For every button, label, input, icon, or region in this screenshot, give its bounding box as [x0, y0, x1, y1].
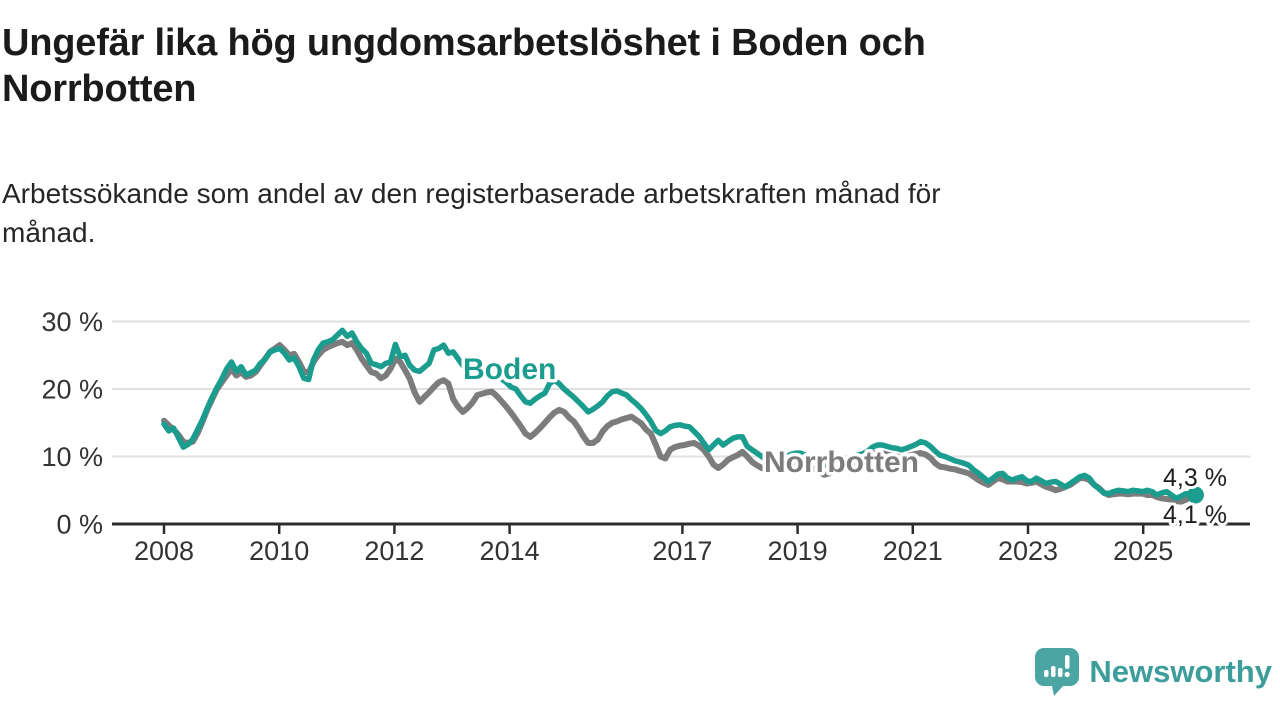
y-tick-label: 0 %: [56, 510, 103, 540]
x-tick-label: 2023: [998, 536, 1058, 566]
x-tick-label: 2010: [249, 536, 309, 566]
x-tick-label: 2012: [364, 536, 424, 566]
x-tick-label: 2008: [134, 536, 194, 566]
x-tick-label: 2017: [652, 536, 712, 566]
series-line-norrbotten: [161, 338, 1199, 505]
y-tick-label: 10 %: [41, 442, 103, 472]
series-line-boden: [161, 327, 1199, 502]
x-tick-label: 2025: [1113, 536, 1173, 566]
chart-title: Ungefär lika hög ungdomsarbetslöshet i B…: [2, 22, 926, 111]
series-label-boden: Boden: [463, 353, 556, 386]
x-tick-label: 2021: [883, 536, 943, 566]
x-tick-label: 2014: [480, 536, 540, 566]
end-value-label-norrbotten: 4,1 %: [1163, 501, 1227, 529]
newsworthy-speech-bubble-chart-icon: [1035, 648, 1080, 696]
series-end-dot-boden: [1186, 486, 1204, 504]
y-tick-label: 20 %: [41, 375, 103, 405]
y-tick-label: 30 %: [41, 307, 103, 337]
chart-subtitle: Arbetssökande som andel av den registerb…: [2, 178, 941, 249]
end-value-label-boden: 4,3 %: [1163, 464, 1227, 492]
x-tick-label: 2019: [768, 536, 828, 566]
series-label-norrbotten: Norrbotten: [764, 446, 919, 479]
newsworthy-wordmark: Newsworthy: [1089, 654, 1272, 689]
line-chart: Norrbotten Boden 4,1 % 4,3 % 2008 2010 2012 201…: [41, 307, 1250, 566]
newsworthy-logo: Newsworthy: [1035, 648, 1272, 696]
